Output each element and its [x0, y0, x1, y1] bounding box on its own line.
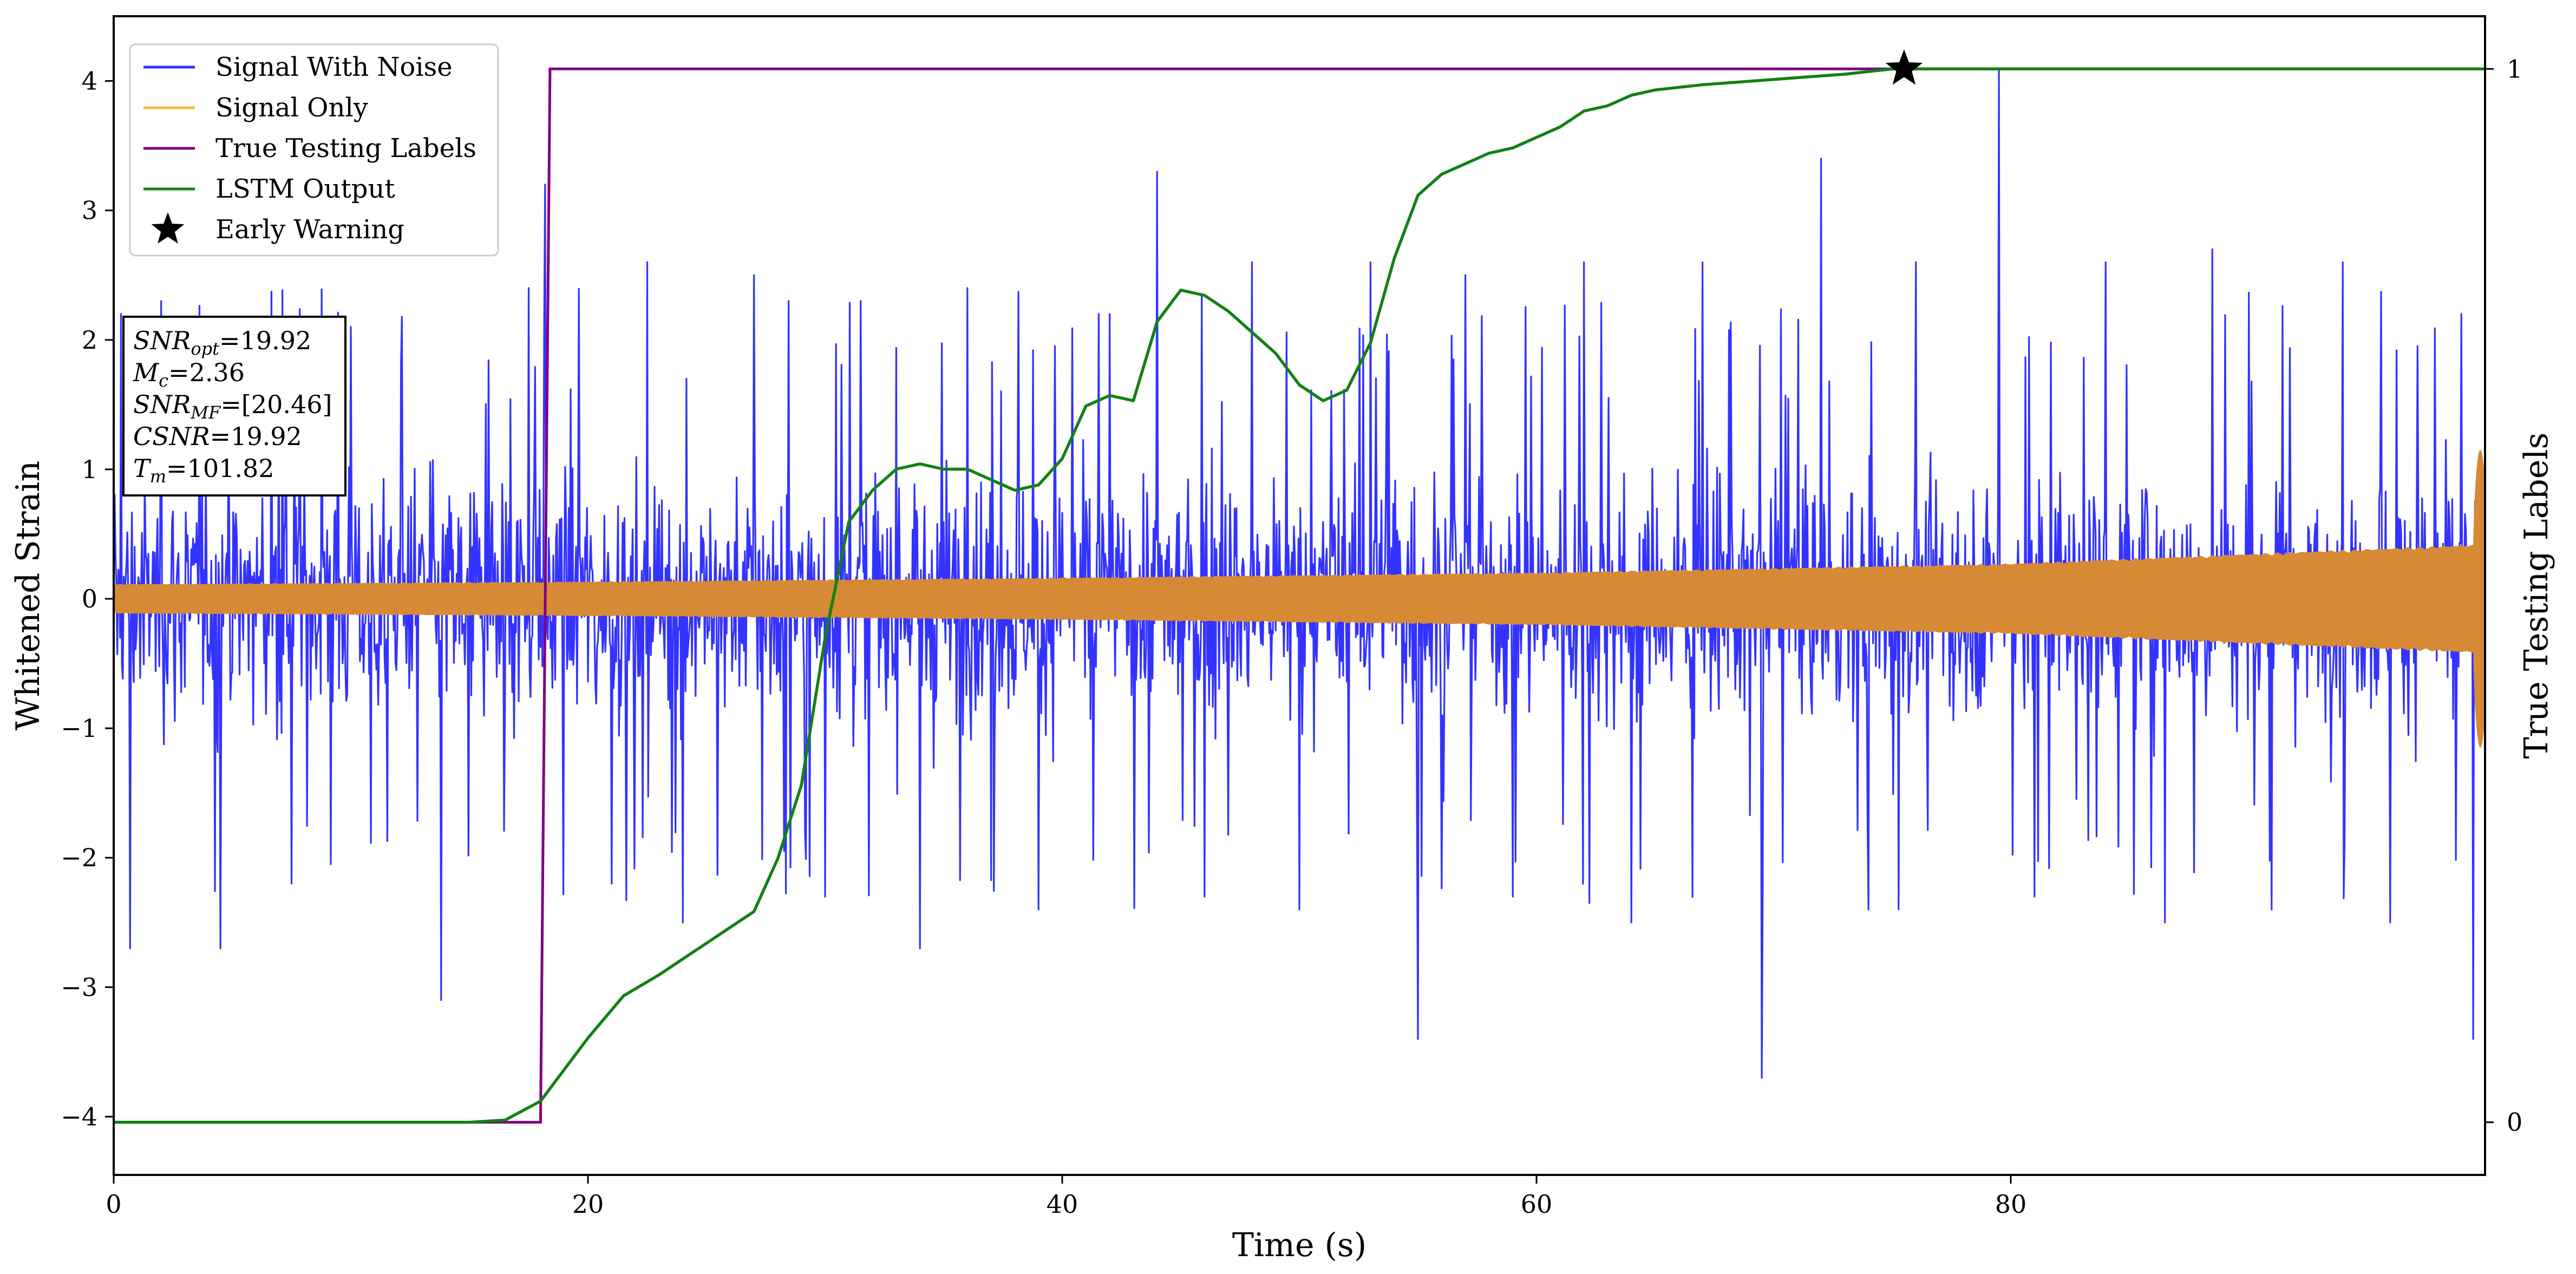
- early-warning-layer: [1885, 49, 1923, 85]
- y-tick-label: 1: [82, 455, 97, 484]
- y-tick-label: −3: [61, 972, 97, 1002]
- y-axis-label-right: True Testing Labels: [2518, 433, 2555, 759]
- legend-star-icon: [151, 212, 185, 244]
- early-warning-star: [1885, 49, 1923, 85]
- annotation-box-frame: [122, 316, 346, 496]
- y-tick-label: −1: [61, 714, 97, 743]
- y-tick-label-right: 0: [2507, 1108, 2522, 1137]
- y-tick-label: 4: [82, 67, 97, 96]
- x-tick-label: 20: [572, 1190, 604, 1219]
- signal-only-chirp-end: [2473, 450, 2485, 748]
- y-tick-label: 3: [82, 196, 97, 225]
- plot-frame: [113, 15, 2486, 1176]
- annotation-line: CSNR=19.92: [133, 422, 302, 451]
- x-tick-label: 80: [1995, 1190, 2027, 1219]
- x-axis-label: Time (s): [1232, 1226, 1367, 1264]
- annotation-line: Tm=101.82: [133, 454, 274, 487]
- y-tick-label: 2: [82, 325, 97, 355]
- x-tick-label: 60: [1521, 1190, 1553, 1219]
- x-tick-label: 40: [1047, 1190, 1078, 1219]
- annotation-line: SNRopt=19.92: [133, 326, 311, 359]
- signal-only-layer: [114, 450, 2485, 748]
- legend-label: Early Warning: [215, 214, 404, 245]
- x-tick-label: 0: [106, 1190, 121, 1219]
- legend-label: Signal With Noise: [215, 52, 453, 82]
- signal-only-band: [114, 544, 2485, 654]
- lstm-output-line: [114, 67, 2485, 1124]
- annotation-line: Mc=2.36: [133, 358, 245, 391]
- signal-with-noise-layer: [114, 67, 2485, 1079]
- parameter-annotation-box: SNRopt=19.92Mc=2.36SNRMF=[20.46]CSNR=19.…: [122, 316, 346, 496]
- y-tick-label-right: 1: [2507, 54, 2522, 83]
- y-axis-label: Whitened Strain: [9, 461, 47, 730]
- lstm-output-layer: [114, 67, 2485, 1124]
- legend-label: True Testing Labels: [215, 133, 476, 164]
- legend-label: Signal Only: [215, 93, 368, 123]
- legend-label: LSTM Output: [215, 174, 395, 204]
- y-tick-label: 0: [82, 584, 97, 613]
- signal-with-noise-line: [114, 67, 2485, 1079]
- legend-frame: [129, 43, 499, 257]
- legend: Signal With Noise Signal Only True Testing…: [129, 43, 499, 257]
- y-tick-label: −2: [61, 843, 97, 872]
- y-tick-label: −4: [61, 1102, 97, 1131]
- annotation-line: SNRMF=[20.46]: [133, 390, 332, 423]
